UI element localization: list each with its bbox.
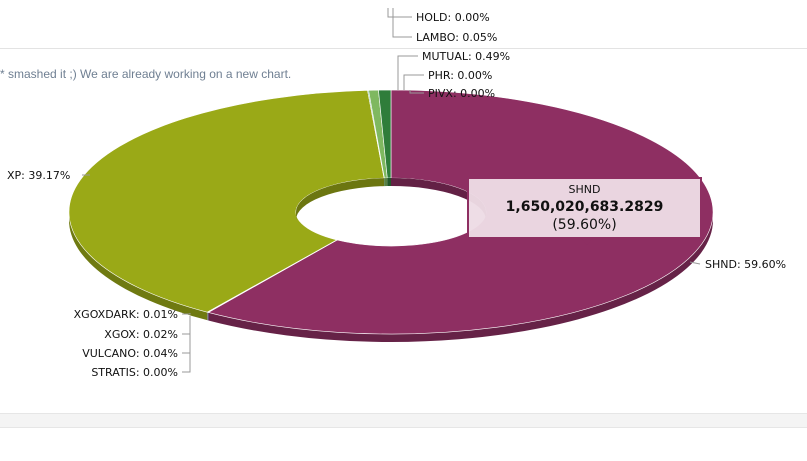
slice-label-lambo: LAMBO: 0.05% [416, 31, 497, 44]
slice-label-vulcano: VULCANO: 0.04% [82, 347, 178, 360]
outer-wall-shnd [208, 212, 713, 342]
slice-label-phr: PHR: 0.00% [428, 69, 492, 82]
tooltip-series-name: SHND [568, 183, 601, 196]
slice-label-pivx: PIVX: 0.00% [428, 87, 495, 100]
tooltip-percent: (59.60%) [552, 217, 617, 233]
slice-label-hold: HOLD: 0.00% [416, 11, 490, 24]
slice-label-xgox: XGOX: 0.02% [104, 328, 178, 341]
chart-tooltip: SHND 1,650,020,683.2829 (59.60%) [467, 177, 702, 245]
slice-label-xgoxdark: XGOXDARK: 0.01% [74, 308, 178, 321]
outer-wall-xp [69, 212, 208, 321]
leader-line-xgoxdark [182, 313, 191, 315]
slice-label-mutual: MUTUAL: 0.49% [422, 50, 510, 63]
leader-line-stratis [182, 316, 191, 373]
leader-line-pivx [409, 90, 424, 94]
inner-wall-pivx-0 [387, 178, 391, 187]
outer-wall-vulcano [207, 312, 209, 321]
leader-line-lambo [392, 8, 412, 38]
footer-band [0, 413, 807, 428]
leader-line-shnd [689, 261, 701, 265]
slice-label-xp: XP: 39.17% [7, 169, 70, 182]
tooltip-value: 1,650,020,683.2829 [505, 199, 664, 215]
top-divider [0, 48, 807, 49]
slice-label-stratis: STRATIS: 0.00% [91, 366, 178, 379]
slice-label-shnd: SHND: 59.60% [705, 258, 786, 271]
chart-notice-text: * smashed it ;) We are already working o… [0, 67, 292, 81]
leader-line-xgox [182, 316, 191, 335]
inner-wall-xp-0 [296, 178, 385, 220]
inner-wall-mutual-0 [384, 178, 388, 187]
leader-line-hold [387, 8, 412, 18]
leader-line-mutual [397, 55, 418, 90]
leader-line-phr [403, 74, 424, 90]
